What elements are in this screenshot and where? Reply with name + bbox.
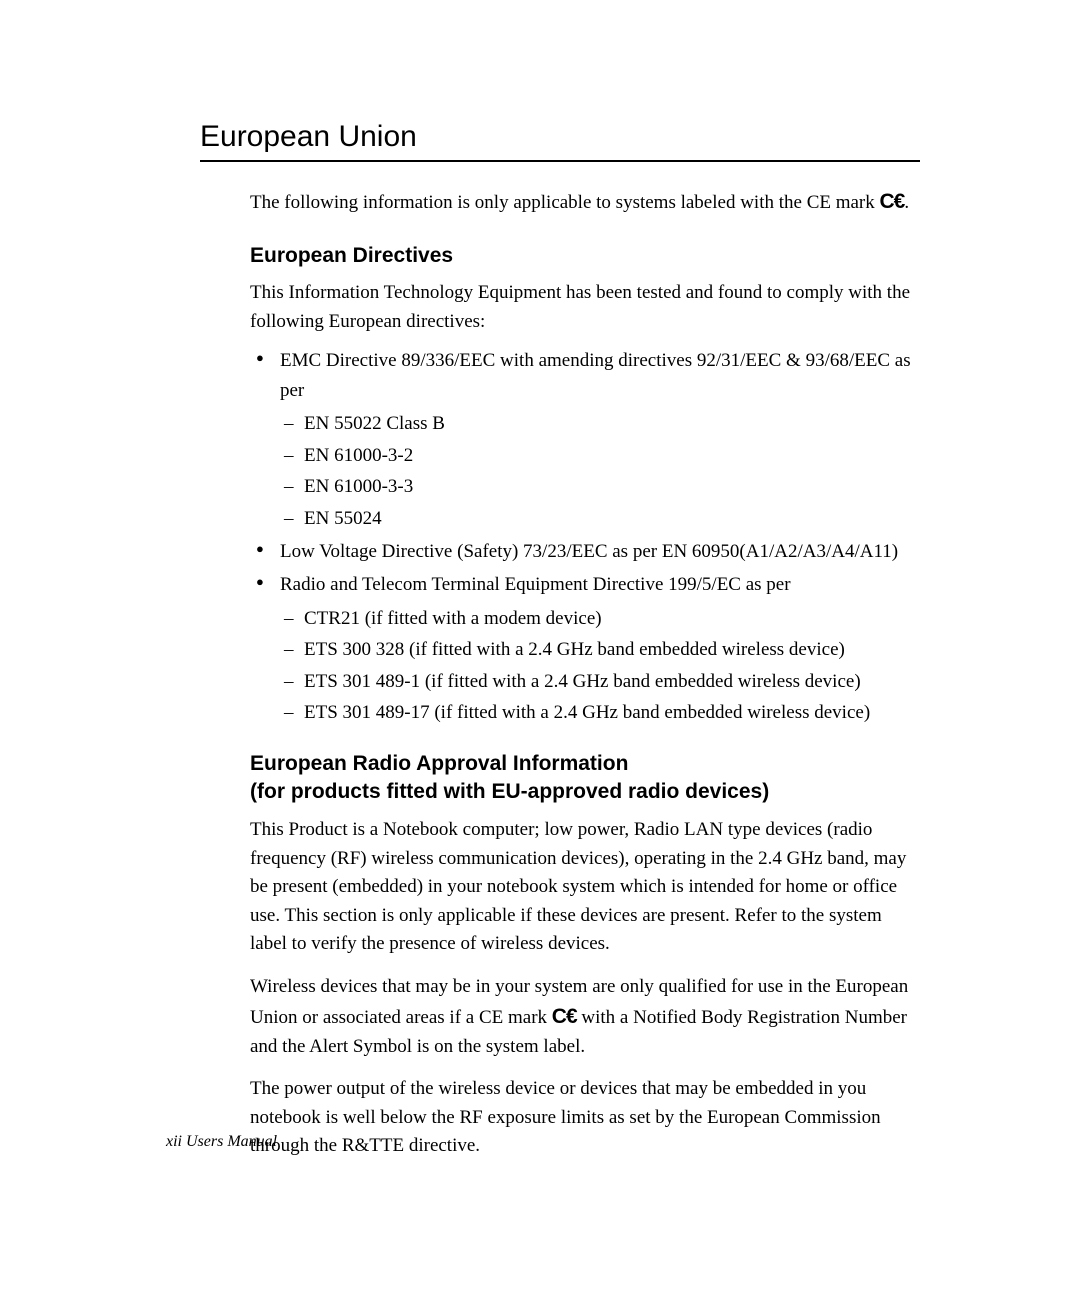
- ce-mark-icon: C€: [552, 1005, 577, 1028]
- section2-para2: Wireless devices that may be in your sys…: [250, 973, 920, 1062]
- sub-list-item: EN 61000-3-2: [280, 441, 920, 470]
- list-item: Radio and Telecom Terminal Equipment Dir…: [250, 570, 920, 727]
- main-heading: European Union: [200, 120, 920, 154]
- period: .: [904, 192, 909, 213]
- ce-mark-icon: C€: [880, 190, 905, 213]
- heading-line1: European Radio Approval Information: [250, 752, 628, 775]
- page-footer: xii Users Manual: [166, 1133, 277, 1151]
- sub-list-item: EN 55024: [280, 504, 920, 533]
- sub-list-item: ETS 301 489-17 (if fitted with a 2.4 GHz…: [280, 698, 920, 727]
- sub-list-item: EN 55022 Class B: [280, 409, 920, 438]
- heading-line2: (for products fitted with EU-approved ra…: [250, 780, 769, 803]
- section1-intro: This Information Technology Equipment ha…: [250, 278, 920, 337]
- sub-list-item: ETS 301 489-1 (if fitted with a 2.4 GHz …: [280, 667, 920, 696]
- section2-para1: This Product is a Notebook computer; low…: [250, 816, 920, 959]
- sub-list: CTR21 (if fitted with a modem device) ET…: [280, 604, 920, 728]
- list-item: EMC Directive 89/336/EEC with amending d…: [250, 346, 920, 533]
- bullet-text: EMC Directive 89/336/EEC with amending d…: [280, 350, 911, 400]
- list-item: Low Voltage Directive (Safety) 73/23/EEC…: [250, 537, 920, 566]
- section2-para3: The power output of the wireless device …: [250, 1075, 920, 1161]
- sub-list-item: ETS 300 328 (if fitted with a 2.4 GHz ba…: [280, 635, 920, 664]
- heading-rule: [200, 160, 920, 162]
- intro-text: The following information is only applic…: [250, 192, 875, 213]
- intro-paragraph: The following information is only applic…: [250, 186, 920, 218]
- sub-list-item: EN 61000-3-3: [280, 472, 920, 501]
- section-heading-radio: European Radio Approval Information (for…: [250, 750, 920, 807]
- sub-list-item: CTR21 (if fitted with a modem device): [280, 604, 920, 633]
- bullet-text: Radio and Telecom Terminal Equipment Dir…: [280, 574, 791, 595]
- sub-list: EN 55022 Class B EN 61000-3-2 EN 61000-3…: [280, 409, 920, 533]
- directives-list: EMC Directive 89/336/EEC with amending d…: [250, 346, 920, 727]
- page-content: European Union The following information…: [0, 0, 1080, 1235]
- section-heading-directives: European Directives: [250, 244, 920, 268]
